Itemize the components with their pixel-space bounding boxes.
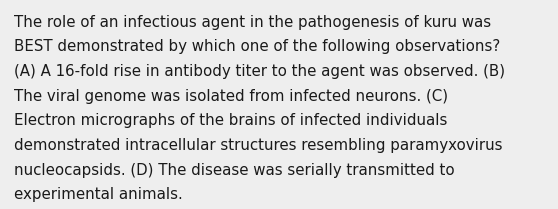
Text: experimental animals.: experimental animals. xyxy=(14,187,182,202)
Text: demonstrated intracellular structures resembling paramyxovirus: demonstrated intracellular structures re… xyxy=(14,138,502,153)
Text: The role of an infectious agent in the pathogenesis of kuru was: The role of an infectious agent in the p… xyxy=(14,15,491,30)
Text: Electron micrographs of the brains of infected individuals: Electron micrographs of the brains of in… xyxy=(14,113,448,128)
Text: The viral genome was isolated from infected neurons. (C): The viral genome was isolated from infec… xyxy=(14,89,448,104)
Text: (A) A 16-fold rise in antibody titer to the agent was observed. (B): (A) A 16-fold rise in antibody titer to … xyxy=(14,64,505,79)
Text: BEST demonstrated by which one of the following observations?: BEST demonstrated by which one of the fo… xyxy=(14,39,500,54)
Text: nucleocapsids. (D) The disease was serially transmitted to: nucleocapsids. (D) The disease was seria… xyxy=(14,163,455,178)
